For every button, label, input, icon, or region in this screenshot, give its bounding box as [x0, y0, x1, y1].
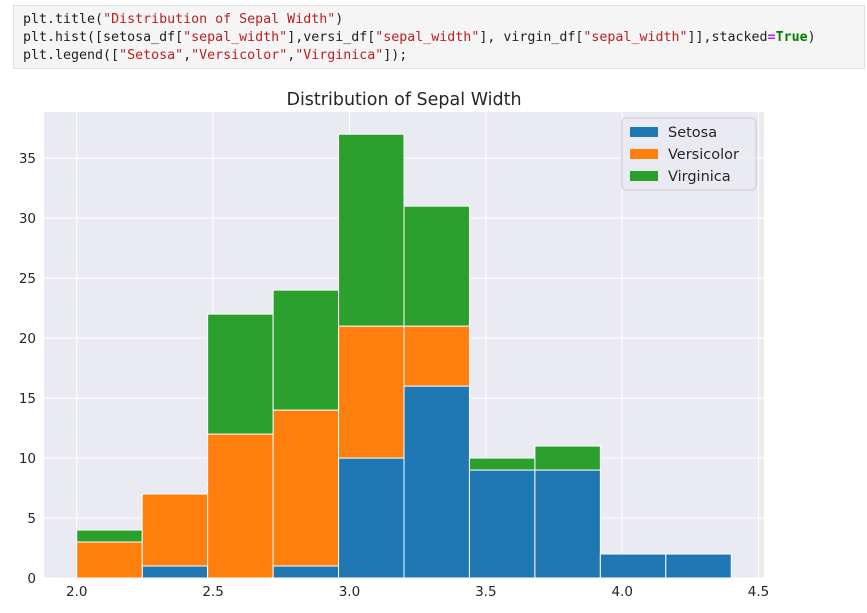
histogram-output: 2.0 2.5 3.0 3.5 4.0 4.5 0 5 10 15 20 25 30 35 Distri…: [0, 80, 867, 613]
code-line-1: plt.title("Distribution of Sepal Width"): [23, 11, 343, 29]
y-tick-label: 20: [19, 331, 36, 347]
code-token: ,: [183, 48, 192, 63]
code-token: ]);: [383, 48, 408, 63]
code-cell[interactable]: plt.title("Distribution of Sepal Width")…: [13, 5, 865, 69]
bar-versicolor: [207, 433, 274, 579]
x-tick-label: 2.0: [66, 584, 87, 600]
code-string: "sepal_width": [583, 30, 688, 45]
code-token: ]],stacked: [687, 30, 768, 45]
bar-setosa: [272, 565, 340, 579]
code-string: "Setosa": [119, 48, 184, 63]
code-string: "sepal_width": [183, 30, 288, 45]
x-tick-label: 3.0: [339, 584, 360, 600]
x-tick-label: 3.5: [475, 584, 496, 600]
x-tick-label: 2.5: [202, 584, 223, 600]
bar-versicolor: [76, 541, 143, 579]
y-tick-label: 35: [19, 151, 36, 167]
y-tick-label: 5: [27, 511, 36, 527]
bar-setosa: [534, 469, 601, 579]
histogram-chart: 2.0 2.5 3.0 3.5 4.0 4.5 0 5 10 15 20 25 30 35 Distri…: [19, 90, 769, 600]
bar-virginica: [207, 313, 274, 435]
y-tick-label: 15: [19, 391, 36, 407]
chart-title: Distribution of Sepal Width: [286, 90, 521, 110]
legend-swatch-setosa: [630, 127, 658, 137]
legend-swatch-versicolor: [630, 149, 658, 159]
y-tick-label: 30: [19, 211, 36, 227]
code-token: ], virgin_df[: [479, 30, 584, 45]
bar-versicolor: [403, 325, 470, 387]
code-token: ,: [287, 48, 296, 63]
bar-virginica: [272, 289, 340, 411]
bar-virginica: [534, 445, 601, 471]
code-token: ): [335, 12, 344, 27]
code-line-2: plt.hist([setosa_df["sepal_width"],versi…: [23, 29, 816, 47]
y-tick-label: 25: [19, 271, 36, 287]
legend-label-virginica: Virginica: [668, 169, 731, 185]
bar-virginica: [468, 457, 536, 471]
code-token: plt.hist([setosa_df[: [23, 30, 184, 45]
bar-setosa: [338, 457, 405, 579]
bar-setosa: [403, 385, 470, 579]
code-token: ],versi_df[: [287, 30, 376, 45]
bar-versicolor: [272, 409, 340, 567]
bar-virginica: [403, 205, 470, 327]
bar-versicolor: [141, 493, 209, 567]
code-keyword: True: [775, 30, 808, 45]
bar-setosa: [665, 553, 732, 579]
code-string: "Distribution of Sepal Width": [103, 12, 336, 27]
legend-label-setosa: Setosa: [668, 125, 717, 141]
code-token: plt.legend([: [23, 48, 120, 63]
x-tick-label: 4.5: [748, 584, 769, 600]
code-string: "sepal_width": [375, 30, 480, 45]
legend-label-versicolor: Versicolor: [668, 147, 739, 163]
code-string: "Versicolor": [191, 48, 288, 63]
bar-virginica: [338, 133, 405, 327]
legend-swatch-virginica: [630, 171, 658, 181]
x-tick-label: 4.0: [611, 584, 632, 600]
bar-setosa: [468, 469, 536, 579]
bar-setosa: [599, 553, 667, 579]
y-tick-label: 0: [27, 571, 36, 587]
bar-virginica: [76, 529, 143, 543]
code-string: "Virginica": [295, 48, 384, 63]
bar-versicolor: [338, 325, 405, 459]
y-tick-label: 10: [19, 451, 36, 467]
code-token: plt.title(: [23, 12, 104, 27]
code-token: ): [807, 30, 816, 45]
code-line-3: plt.legend(["Setosa","Versicolor","Virgi…: [23, 47, 407, 65]
bar-setosa: [141, 565, 209, 579]
code-operator: =: [767, 30, 776, 45]
